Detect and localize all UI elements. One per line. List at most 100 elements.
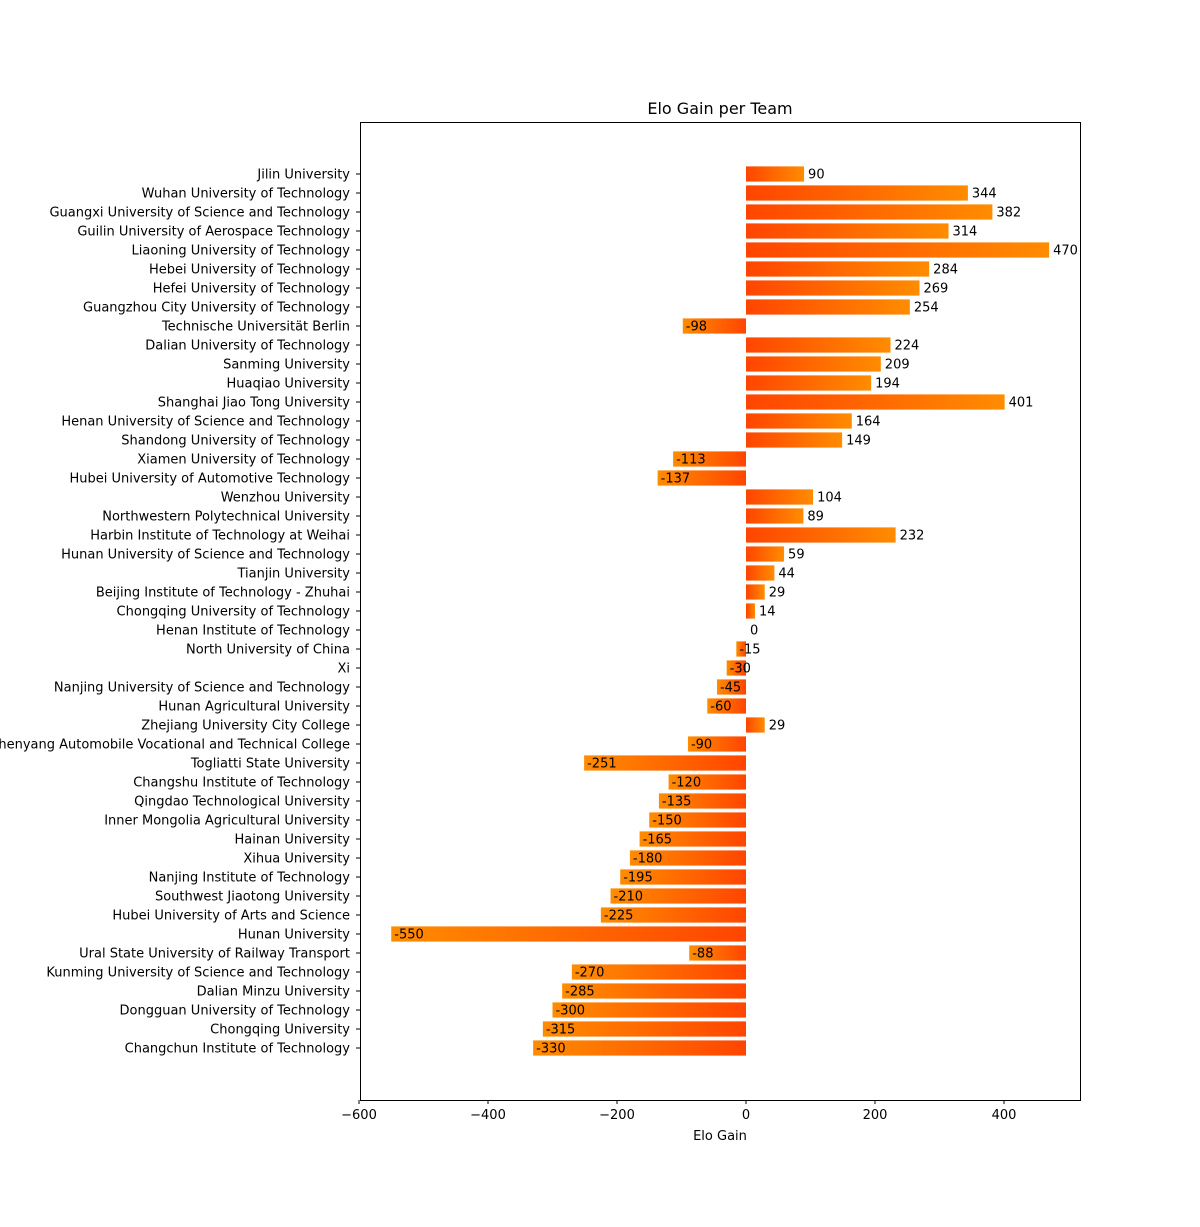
- bar: [746, 584, 765, 600]
- category-label: Guilin University of Aerospace Technolog…: [77, 225, 350, 240]
- category-label: Nanjing Institute of Technology: [149, 871, 351, 886]
- bar-value-label: 401: [1009, 396, 1034, 411]
- bar-value-label: -60: [710, 700, 731, 715]
- bar: [658, 793, 746, 809]
- x-axis-label: Elo Gain: [693, 1129, 747, 1144]
- bar-value-label: 90: [808, 168, 825, 183]
- category-label: Guangxi University of Science and Techno…: [49, 206, 350, 221]
- category-label: Northwestern Polytechnical University: [102, 510, 350, 525]
- bar-value-label: -315: [546, 1023, 576, 1038]
- bar-value-label: 89: [807, 510, 824, 525]
- bar-value-label: -300: [556, 1004, 586, 1019]
- bar-value-label: -180: [633, 852, 663, 867]
- category-label: Kunming University of Science and Techno…: [46, 966, 350, 981]
- category-label: Hubei University of Automotive Technolog…: [69, 472, 350, 487]
- category-label: Tianjin University: [236, 567, 350, 582]
- category-label: Chongqing University of Technology: [117, 605, 351, 620]
- category-label: Dalian Minzu University: [197, 985, 351, 1000]
- bar: [746, 166, 805, 182]
- bar-value-label: 194: [875, 377, 900, 392]
- x-axis-ticks: −600 −400 −200 0 200 400: [341, 1100, 1016, 1123]
- bar: [673, 451, 746, 467]
- bar: [746, 546, 785, 562]
- category-label: Wenzhou University: [221, 491, 351, 506]
- bar-value-label: 224: [894, 339, 919, 354]
- bar: [746, 603, 756, 619]
- category-label: Dalian University of Technology: [145, 339, 350, 354]
- value-labels-layer: 90 344 382 314 470 284 269 254 -98 224 209 194 401 16…: [394, 168, 1078, 1057]
- bar-value-label: 232: [900, 529, 925, 544]
- bar-value-label: -270: [575, 966, 605, 981]
- bar: [552, 1002, 746, 1018]
- bar: [746, 432, 843, 448]
- bar-value-label: -550: [394, 928, 424, 943]
- bar-value-label: -165: [643, 833, 673, 848]
- bar: [571, 964, 746, 980]
- bar: [629, 850, 746, 866]
- bar-value-label: 470: [1053, 244, 1078, 259]
- bar: [746, 299, 910, 315]
- bar-value-label: -135: [662, 795, 692, 810]
- bar-value-label: 382: [996, 206, 1021, 221]
- bar-value-label: -195: [623, 871, 653, 886]
- bar: [746, 185, 968, 201]
- plot-frame: [360, 122, 1081, 1101]
- bar-value-label: -15: [739, 643, 760, 658]
- category-label: Guangzhou City University of Technology: [83, 301, 350, 316]
- x-tick-label: −200: [599, 1108, 635, 1123]
- bar: [562, 983, 746, 999]
- bar: [726, 660, 746, 676]
- bar: [746, 375, 872, 391]
- bar-value-label: -90: [691, 738, 712, 753]
- category-label: Beijing Institute of Technology - Zhuhai: [96, 586, 350, 601]
- chart-title: Elo Gain per Team: [647, 99, 792, 118]
- bar: [746, 413, 852, 429]
- bar: [707, 698, 746, 714]
- bar-value-label: -88: [692, 947, 713, 962]
- bar: [620, 869, 746, 885]
- category-label: Hainan University: [234, 833, 350, 848]
- bar: [746, 337, 891, 353]
- bar-value-label: -45: [720, 681, 741, 696]
- category-label: Togliatti State University: [190, 757, 350, 772]
- bar: [391, 926, 746, 942]
- bar: [736, 641, 746, 657]
- bar-value-label: -210: [614, 890, 644, 905]
- category-label: Chongqing University: [210, 1023, 350, 1038]
- category-label: Liaoning University of Technology: [132, 244, 351, 259]
- bar: [716, 679, 746, 695]
- category-label: Technische Universität Berlin: [161, 320, 350, 335]
- bar: [746, 489, 814, 505]
- bar-value-label: 269: [924, 282, 949, 297]
- bar-value-label: -120: [672, 776, 702, 791]
- bar: [533, 1040, 746, 1056]
- bar-value-label: -98: [686, 320, 707, 335]
- category-label: Henan Institute of Technology: [156, 624, 350, 639]
- category-label: Hefei University of Technology: [153, 282, 351, 297]
- bar-value-label: 344: [972, 187, 997, 202]
- x-tick-label: 0: [742, 1108, 750, 1123]
- bar: [689, 945, 746, 961]
- bar: [746, 527, 896, 543]
- bar: [746, 204, 993, 220]
- x-tick-label: 400: [992, 1108, 1017, 1123]
- bar: [682, 318, 746, 334]
- bar: [584, 755, 746, 771]
- bar-value-label: -137: [661, 472, 691, 487]
- bar: [610, 888, 746, 904]
- bar-value-label: 44: [778, 567, 795, 582]
- bar-value-label: -251: [587, 757, 617, 772]
- bar: [649, 812, 746, 828]
- bar-value-label: 149: [846, 434, 871, 449]
- category-label: Henan University of Science and Technolo…: [61, 415, 350, 430]
- bar-value-label: 29: [769, 719, 786, 734]
- bar: [542, 1021, 746, 1037]
- bar: [657, 470, 746, 486]
- category-label: Hunan Agricultural University: [158, 700, 350, 715]
- category-label: Shandong University of Technology: [121, 434, 350, 449]
- bar-value-label: 254: [914, 301, 939, 316]
- category-label: Shanghai Jiao Tong University: [158, 396, 351, 411]
- category-label: Dongguan University of Technology: [120, 1004, 351, 1019]
